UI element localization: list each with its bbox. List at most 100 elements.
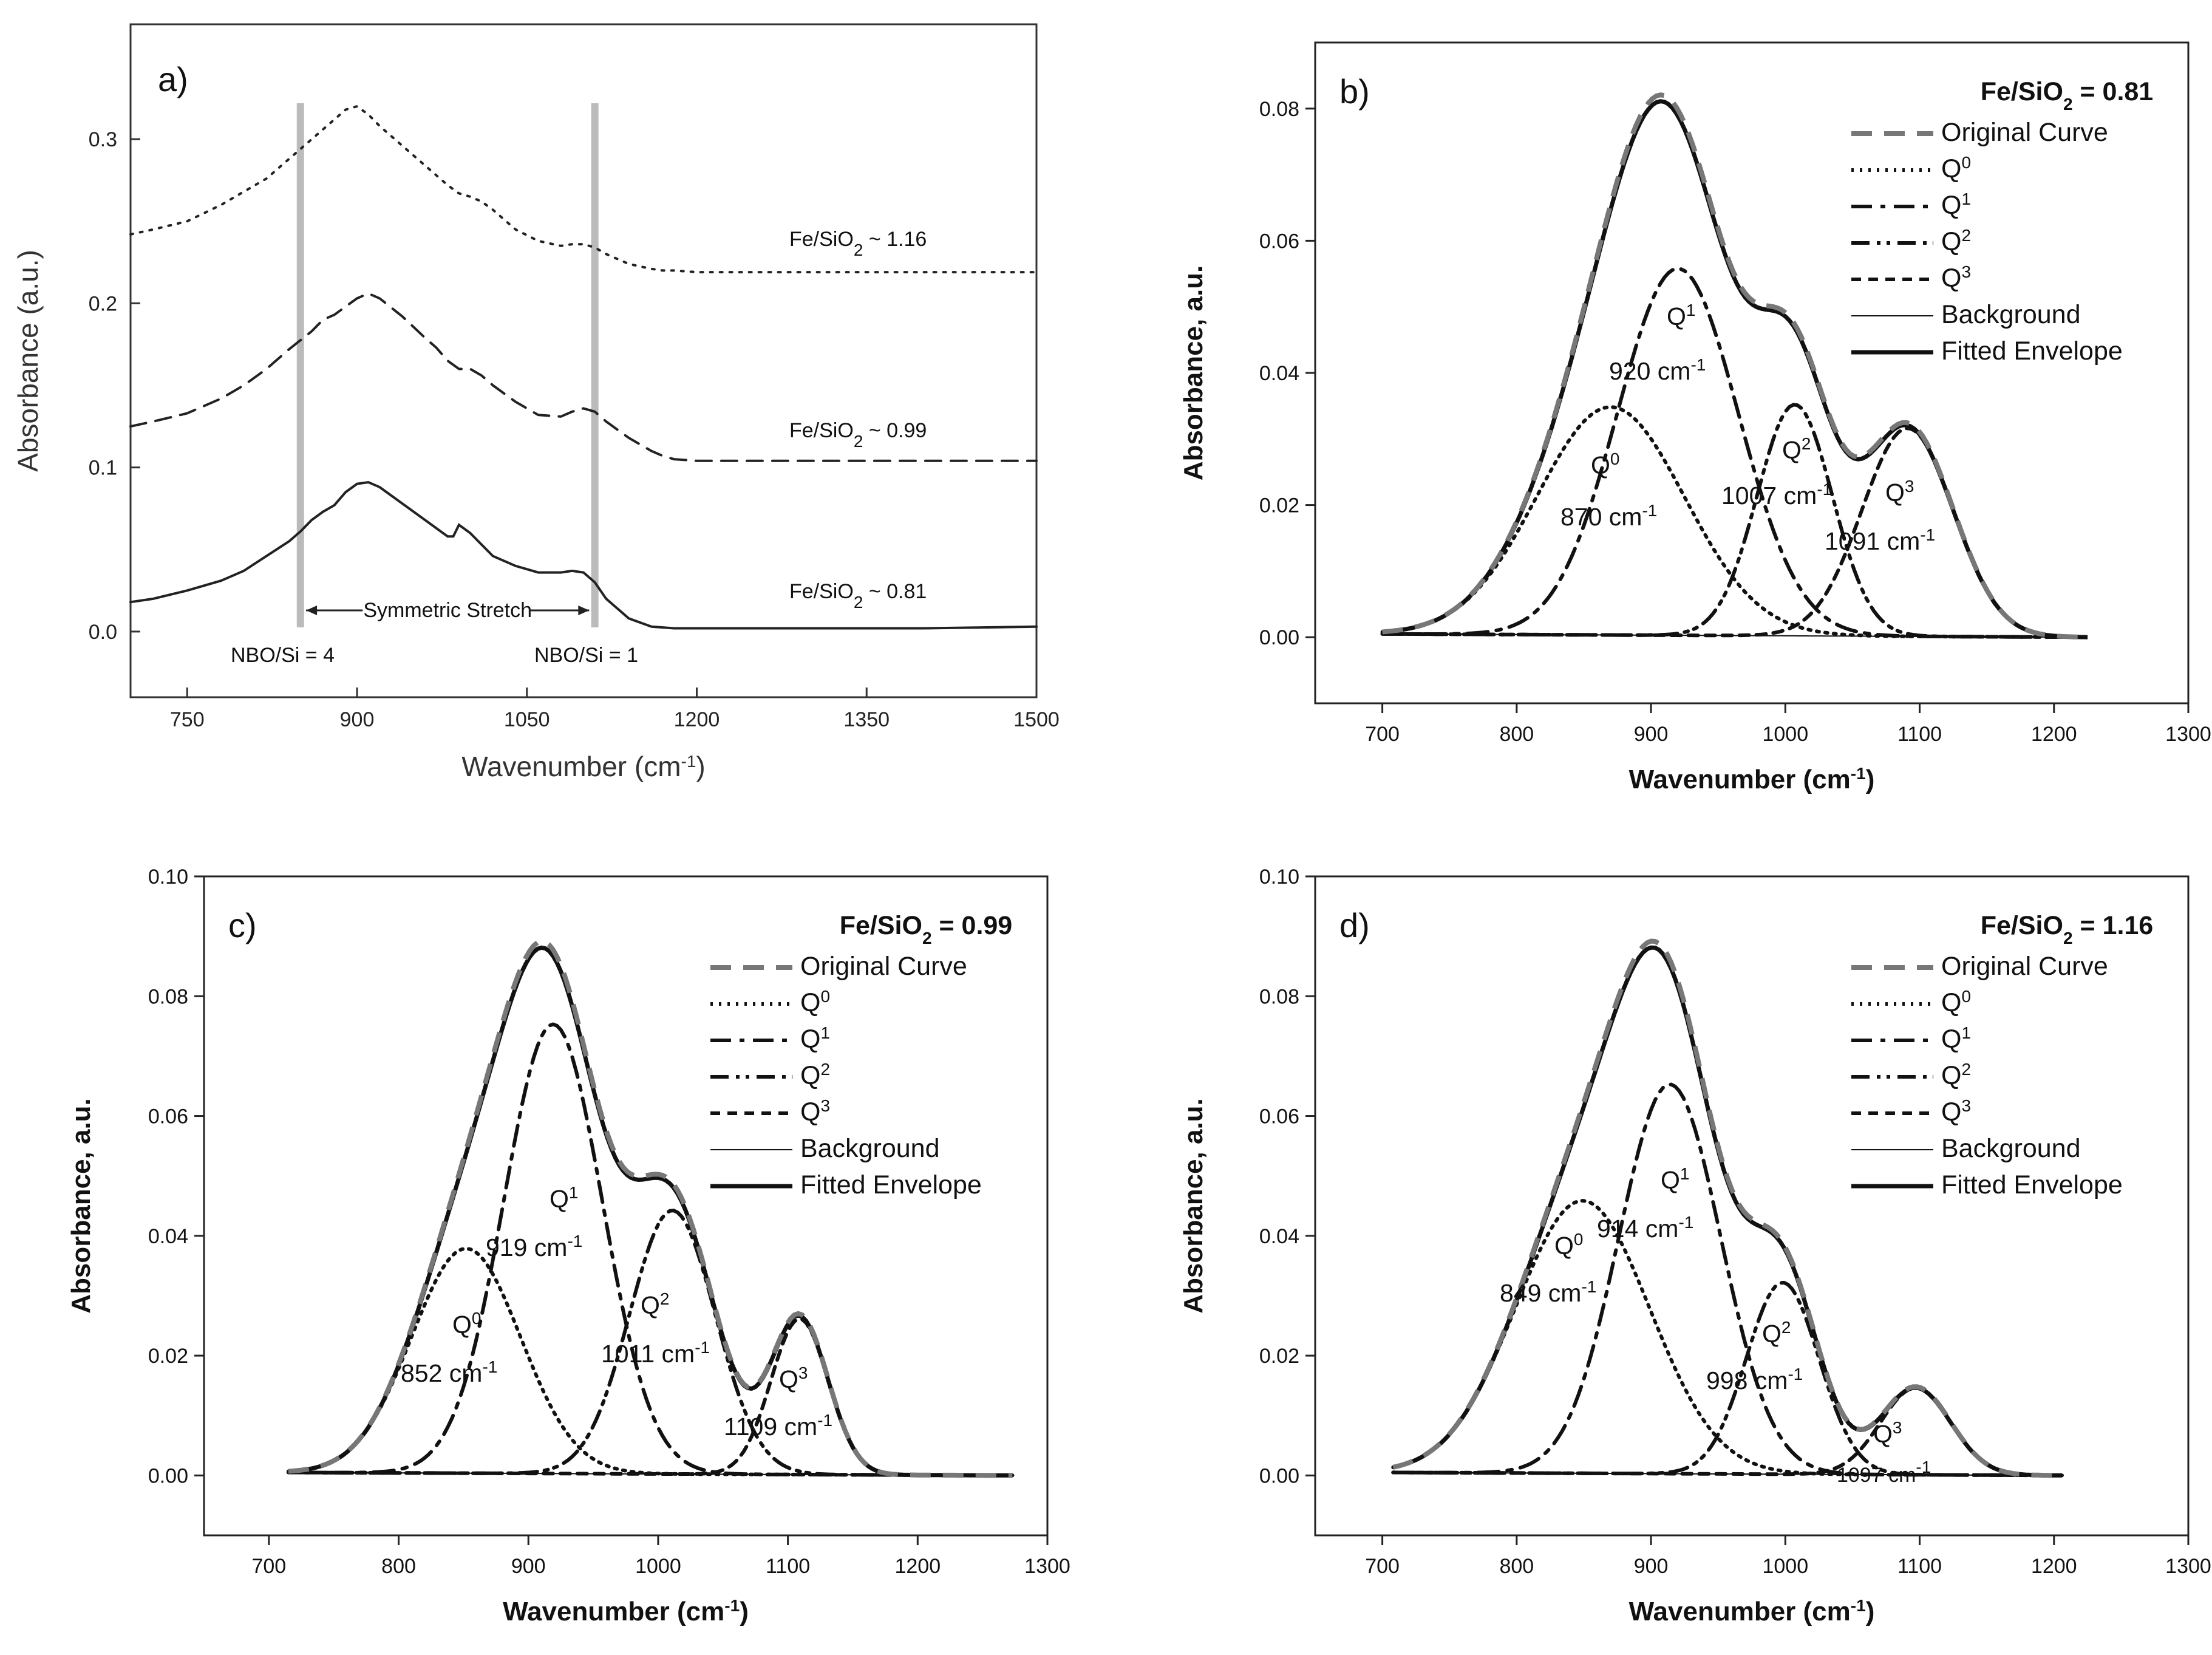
panel-c-legend-entry: Fitted Envelope bbox=[800, 1170, 982, 1199]
panel-b-legend-entry: Background bbox=[1941, 300, 2081, 329]
panel-d-ytick-label: 0.08 bbox=[1259, 985, 1299, 1008]
panel-c-legend-entry: Q0 bbox=[800, 987, 830, 1018]
panel-b-peak-label-wn: 920 cm-1 bbox=[1609, 355, 1706, 386]
panel-c-peak-label-q: Q0 bbox=[452, 1309, 481, 1339]
panel-b-ytick-label: 0.06 bbox=[1259, 230, 1299, 253]
panel-a-xtick-label: 1200 bbox=[674, 708, 720, 731]
panel-d-ytick-label: 0.04 bbox=[1259, 1225, 1299, 1248]
panel-b-xlabel: Wavenumber (cm-1) bbox=[1629, 764, 1875, 795]
panel-a-ytick-label: 0.3 bbox=[89, 128, 117, 151]
panel-b-peak-label-q: Q1 bbox=[1667, 301, 1695, 331]
panel-b-legend-entry: Q3 bbox=[1941, 262, 1971, 293]
panel-c-peak-q1 bbox=[286, 1022, 1015, 1478]
panel-d-xtick-label: 1000 bbox=[1762, 1555, 1808, 1578]
panel-b-xtick-label: 1300 bbox=[2165, 723, 2211, 746]
panel-c-original-curve bbox=[288, 938, 1013, 1478]
panel-c-xlabel: Wavenumber (cm-1) bbox=[503, 1596, 749, 1627]
panel-a-ytick-label: 0.0 bbox=[89, 621, 117, 644]
panel-b-xtick-label: 700 bbox=[1365, 723, 1400, 746]
panel-b-peak-label-wn: 870 cm-1 bbox=[1560, 501, 1657, 531]
panel-c-xtick-label: 1100 bbox=[766, 1555, 810, 1578]
panel-d-legend-entry: Background bbox=[1941, 1134, 2081, 1163]
panel-a-xtick-label: 750 bbox=[170, 708, 205, 731]
panel-d-ytick-label: 0.06 bbox=[1259, 1105, 1299, 1128]
panel-a-xlabel: Wavenumber (cm-1) bbox=[461, 751, 706, 782]
panel-d-peak-label-wn: 914 cm-1 bbox=[1597, 1213, 1693, 1243]
panel-c-xtick-label: 700 bbox=[251, 1555, 286, 1578]
panel-a-xtick-label: 900 bbox=[340, 708, 375, 731]
panel-d-peak-label-wn: 998 cm-1 bbox=[1706, 1365, 1803, 1395]
panel-c-ylabel: Absorbance, a.u. bbox=[66, 1098, 96, 1314]
panel-c-peak-label-q: Q3 bbox=[779, 1363, 808, 1394]
panel-a-series-line bbox=[129, 292, 1038, 462]
panel-c-ytick-label: 0.10 bbox=[148, 865, 188, 889]
panel-d: 700 800 900 1000 1100 1200 1300 0.00 0.02 0.04 0.0… bbox=[1179, 865, 2211, 1626]
panel-b-peak-label-q: Q3 bbox=[1885, 477, 1914, 507]
panel-d-ytick-label: 0.00 bbox=[1259, 1464, 1299, 1487]
panel-c-peak-label-wn: 919 cm-1 bbox=[486, 1232, 582, 1262]
panel-d-legend-entry: Q1 bbox=[1941, 1023, 1971, 1054]
panel-d-legend-entry: Fitted Envelope bbox=[1941, 1170, 2123, 1199]
panel-c-peak-label-wn: 852 cm-1 bbox=[401, 1357, 497, 1388]
panel-c-xtick-label: 900 bbox=[511, 1555, 546, 1578]
panel-c-legend-entry: Q2 bbox=[800, 1060, 830, 1091]
panel-d-label: d) bbox=[1339, 906, 1370, 944]
panel-b-legend-entry: Q2 bbox=[1941, 226, 1971, 257]
panel-c-ytick-label: 0.02 bbox=[148, 1345, 188, 1368]
panel-b-legend-entry: Fitted Envelope bbox=[1941, 336, 2123, 366]
panel-c-fitted-envelope bbox=[288, 945, 1013, 1478]
panel-a-ytick-label: 0.1 bbox=[89, 457, 117, 480]
panel-d-peak-label-q: Q3 bbox=[1873, 1418, 1902, 1449]
panel-b-legend-title: Fe/SiO2 = 0.81 bbox=[1981, 77, 2153, 114]
panel-a-arrowhead-right bbox=[578, 606, 590, 615]
panel-b-xtick-label: 800 bbox=[1499, 723, 1534, 746]
panel-d-legend-entry: Q3 bbox=[1941, 1096, 1971, 1127]
panel-d-legend-title: Fe/SiO2 = 1.16 bbox=[1981, 911, 2153, 947]
panel-b-peak-label-q: Q0 bbox=[1591, 449, 1619, 480]
panel-b-peak-q3 bbox=[1380, 426, 2090, 640]
panel-d-xtick-label: 700 bbox=[1365, 1555, 1400, 1578]
panel-c-legend-entry: Q3 bbox=[800, 1096, 830, 1127]
panel-c-legend-entry: Original Curve bbox=[800, 952, 967, 981]
panel-b-legend-entry: Q1 bbox=[1941, 189, 1971, 220]
panel-d-xtick-label: 900 bbox=[1634, 1555, 1669, 1578]
panel-c-ytick-label: 0.06 bbox=[148, 1105, 188, 1128]
panel-b-legend-entry: Original Curve bbox=[1941, 118, 2108, 147]
panel-d-peak-label-q: Q1 bbox=[1661, 1164, 1689, 1195]
panel-c-legend-title: Fe/SiO2 = 0.99 bbox=[840, 911, 1012, 947]
panel-c-label: c) bbox=[228, 906, 257, 944]
panel-c-ytick-label: 0.08 bbox=[148, 985, 188, 1008]
panel-c-peak-label-wn: 1109 cm-1 bbox=[724, 1411, 832, 1441]
panel-a-xtick-label: 1500 bbox=[1013, 708, 1060, 731]
panel-a-nbo-left: NBO/Si = 4 bbox=[231, 644, 335, 667]
panel-d-peak-label-wn: 849 cm-1 bbox=[1500, 1277, 1596, 1308]
panel-d-ytick-label: 0.02 bbox=[1259, 1345, 1299, 1368]
panel-c-xtick-label: 1000 bbox=[635, 1555, 681, 1578]
panel-d-legend-entry: Original Curve bbox=[1941, 952, 2108, 981]
panel-c-xtick-label: 1300 bbox=[1024, 1555, 1070, 1578]
panel-d-legend-entry: Q0 bbox=[1941, 987, 1971, 1018]
panel-c-xtick-label: 1200 bbox=[894, 1555, 941, 1578]
panel-d-original-curve bbox=[1392, 938, 2062, 1478]
panel-b-ylabel: Absorbance, a.u. bbox=[1179, 265, 1208, 481]
panel-c-ytick-label: 0.04 bbox=[148, 1225, 188, 1248]
panel-c-legend-entry: Background bbox=[800, 1134, 940, 1163]
panel-b-ytick-label: 0.02 bbox=[1259, 494, 1299, 517]
panel-d-xlabel: Wavenumber (cm-1) bbox=[1629, 1596, 1875, 1627]
panel-b-ytick-label: 0.08 bbox=[1259, 98, 1299, 121]
panel-d-xtick-label: 1300 bbox=[2165, 1555, 2211, 1578]
panel-b-xtick-label: 900 bbox=[1634, 723, 1669, 746]
panel-d-peak-q3 bbox=[1391, 1386, 2064, 1478]
panel-d-legend-entry: Q2 bbox=[1941, 1060, 1971, 1091]
panel-a-ytick-label: 0.2 bbox=[89, 292, 117, 315]
panel-b-peak-q2 bbox=[1380, 403, 2090, 640]
panel-d-xtick-label: 800 bbox=[1499, 1555, 1534, 1578]
panel-b-ytick-label: 0.04 bbox=[1259, 362, 1299, 385]
panel-c-ytick-label: 0.00 bbox=[148, 1464, 188, 1487]
panel-d-frame bbox=[1314, 875, 2190, 1537]
panel-a-series-label: Fe/SiO2 ~ 1.16 bbox=[789, 228, 927, 259]
panel-c-legend-entry: Q1 bbox=[800, 1023, 830, 1054]
panel-b-peak-label-q: Q2 bbox=[1782, 434, 1811, 465]
panel-c-peak-label-wn: 1011 cm-1 bbox=[601, 1338, 710, 1368]
panel-c-frame bbox=[203, 875, 1049, 1537]
